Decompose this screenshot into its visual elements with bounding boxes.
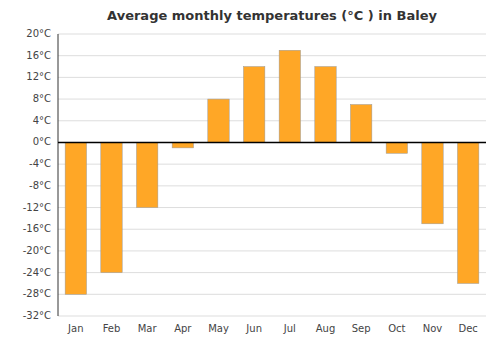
bar [65,142,86,294]
grid-line [58,77,486,78]
y-axis-line [58,34,59,316]
bars [65,50,479,294]
bar [243,67,264,143]
x-tick-label: Jan [67,323,83,334]
y-tick-label: -32°C [23,310,51,321]
bar [386,142,407,153]
bar [457,142,478,283]
y-tick-label: -16°C [23,223,51,234]
x-tick-label: Jul [283,323,296,334]
y-tick-label: -24°C [23,267,51,278]
y-tick-label: 12°C [26,71,51,82]
y-tick-label: -20°C [23,245,51,256]
x-tick-label: Sep [352,323,371,334]
grid-line [58,99,486,100]
y-tick-label: -4°C [29,158,51,169]
y-tick-label: 16°C [26,50,51,61]
x-tick-label: May [208,323,229,334]
bar [136,142,157,207]
bar [172,142,193,147]
y-tick-label: -12°C [23,202,51,213]
title: Average monthly temperatures (°C ) in Ba… [107,8,437,23]
y-tick-label: -28°C [23,288,51,299]
grid-line [58,142,486,143]
x-axis: Jan Feb Mar Apr May Jun Jul Aug Sep Oct Nov Dec [67,323,478,334]
x-tick-label: Oct [388,323,405,334]
x-tick-label: Aug [316,323,336,334]
y-tick-label: -8°C [29,180,51,191]
grid-line [58,120,486,121]
bar [279,50,300,142]
x-tick-label: Apr [174,323,192,334]
grid [58,34,486,316]
x-tick-label: Nov [423,323,443,334]
bar [101,142,122,272]
y-tick-label: 4°C [33,115,51,126]
y-axis: -32°C -28°C -24°C -20°C -16°C -12°C -8°C -4°C 0°… [23,28,58,321]
bar [315,67,336,143]
grid-line [58,55,486,56]
bar [208,99,229,142]
x-tick-label: Dec [458,323,477,334]
y-tick-label: 0°C [33,136,51,147]
x-tick-label: Feb [103,323,121,334]
y-tick-label: 8°C [33,93,51,104]
x-tick-label: Mar [138,323,158,334]
y-tick-label: 20°C [26,28,51,39]
bar [350,105,371,143]
x-tick-label: Jun [245,323,262,334]
grid-line [58,316,486,317]
bar [422,142,443,223]
grid-line [58,294,486,295]
chart-container: Average monthly temperatures (°C ) in Ba… [0,0,500,350]
zero-line [58,142,486,144]
grid-line [58,34,486,35]
chart: Average monthly temperatures (°C ) in Ba… [0,0,500,350]
